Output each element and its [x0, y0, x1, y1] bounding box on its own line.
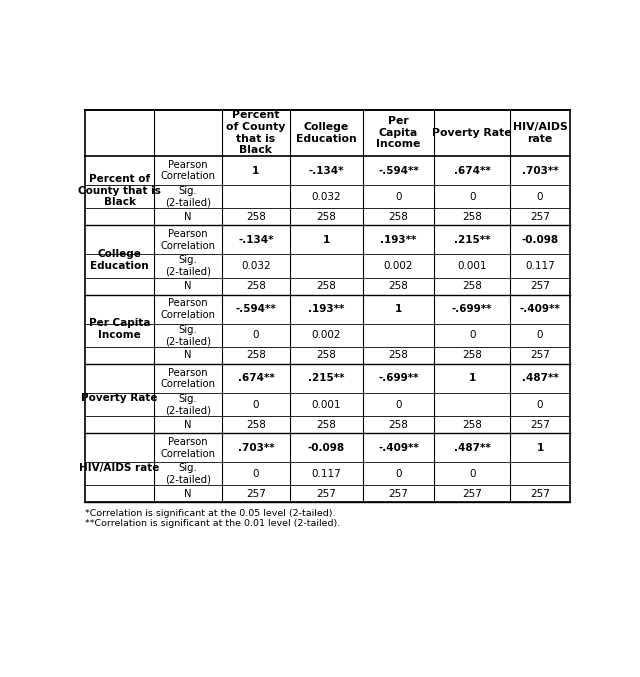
Text: .487**: .487**	[454, 443, 490, 453]
Text: Poverty Rate: Poverty Rate	[81, 393, 158, 403]
Text: HIV/AIDS
rate: HIV/AIDS rate	[513, 122, 567, 144]
Text: Pearson
Correlation: Pearson Correlation	[160, 299, 215, 320]
Text: *Correlation is significant at the 0.05 level (2-tailed).: *Correlation is significant at the 0.05 …	[85, 508, 336, 518]
Text: 258: 258	[388, 351, 408, 360]
Text: 0: 0	[537, 192, 543, 202]
Text: 0: 0	[537, 330, 543, 341]
Text: 257: 257	[530, 351, 550, 360]
Text: 257: 257	[317, 489, 337, 499]
Text: -.594**: -.594**	[378, 166, 419, 175]
Text: 0: 0	[469, 469, 476, 479]
Text: 1: 1	[252, 166, 260, 175]
Text: Per Capita
Income: Per Capita Income	[89, 318, 150, 340]
Text: N: N	[184, 351, 191, 360]
Text: College
Education: College Education	[90, 249, 149, 271]
Text: -.699**: -.699**	[378, 374, 419, 383]
Text: Sig.
(2-tailed): Sig. (2-tailed)	[164, 186, 211, 208]
Text: N: N	[184, 212, 191, 222]
Text: -.699**: -.699**	[452, 304, 492, 314]
Text: 0.001: 0.001	[458, 261, 487, 271]
Text: .674**: .674**	[454, 166, 490, 175]
Bar	[85, 110, 570, 502]
Text: 0: 0	[396, 192, 402, 202]
Text: 258: 258	[462, 281, 482, 291]
Text: Sig.
(2-tailed): Sig. (2-tailed)	[164, 463, 211, 485]
Text: 0.032: 0.032	[312, 192, 341, 202]
Text: 0: 0	[537, 399, 543, 410]
Text: .703**: .703**	[237, 443, 274, 453]
Text: 258: 258	[388, 420, 408, 430]
Text: .215**: .215**	[308, 374, 345, 383]
Text: 0: 0	[253, 469, 259, 479]
Text: -0.098: -0.098	[308, 443, 345, 453]
Text: 0.002: 0.002	[312, 330, 341, 341]
Text: -.409**: -.409**	[378, 443, 419, 453]
Text: 257: 257	[462, 489, 482, 499]
Text: 258: 258	[462, 212, 482, 222]
Text: .674**: .674**	[237, 374, 275, 383]
Text: Pearson
Correlation: Pearson Correlation	[160, 229, 215, 250]
Text: 1: 1	[395, 304, 402, 314]
Text: -.594**: -.594**	[236, 304, 276, 314]
Text: 257: 257	[530, 420, 550, 430]
Text: 257: 257	[246, 489, 266, 499]
Text: 0.117: 0.117	[525, 261, 555, 271]
Text: 257: 257	[530, 281, 550, 291]
Text: 1: 1	[536, 443, 543, 453]
Text: Sig.
(2-tailed): Sig. (2-tailed)	[164, 394, 211, 416]
Text: .193**: .193**	[308, 304, 344, 314]
Text: Pearson
Correlation: Pearson Correlation	[160, 437, 215, 458]
Text: .215**: .215**	[454, 235, 490, 245]
Text: 258: 258	[246, 212, 266, 222]
Text: .703**: .703**	[522, 166, 558, 175]
Text: Poverty Rate: Poverty Rate	[433, 128, 512, 138]
Text: 0.032: 0.032	[241, 261, 271, 271]
Text: -.134*: -.134*	[308, 166, 344, 175]
Text: Sig.
(2-tailed): Sig. (2-tailed)	[164, 324, 211, 346]
Text: Pearson
Correlation: Pearson Correlation	[160, 368, 215, 389]
Text: 258: 258	[246, 420, 266, 430]
Text: 258: 258	[317, 420, 337, 430]
Text: -.409**: -.409**	[520, 304, 561, 314]
Text: 0: 0	[253, 330, 259, 341]
Text: 258: 258	[388, 281, 408, 291]
Text: 0.002: 0.002	[384, 261, 413, 271]
Text: N: N	[184, 420, 191, 430]
Text: 258: 258	[462, 420, 482, 430]
Text: Percent
of County
that is
Black: Percent of County that is Black	[226, 110, 285, 155]
Text: -0.098: -0.098	[522, 235, 559, 245]
Text: .193**: .193**	[380, 235, 417, 245]
Text: Pearson
Correlation: Pearson Correlation	[160, 160, 215, 181]
Text: 258: 258	[317, 281, 337, 291]
Text: 257: 257	[530, 212, 550, 222]
Text: Percent of
County that is
Black: Percent of County that is Black	[78, 174, 161, 207]
Text: N: N	[184, 281, 191, 291]
Text: 257: 257	[530, 489, 550, 499]
Text: 1: 1	[468, 374, 476, 383]
Text: 257: 257	[388, 489, 408, 499]
Text: College
Education: College Education	[296, 122, 357, 144]
Text: Per
Capita
Income: Per Capita Income	[376, 116, 420, 150]
Text: -.134*: -.134*	[238, 235, 274, 245]
Text: 0: 0	[396, 399, 402, 410]
Text: HIV/AIDS rate: HIV/AIDS rate	[79, 463, 160, 473]
Text: .487**: .487**	[522, 374, 558, 383]
Text: N: N	[184, 489, 191, 499]
Text: 258: 258	[246, 281, 266, 291]
Text: 258: 258	[317, 351, 337, 360]
Text: **Correlation is significant at the 0.01 level (2-tailed).: **Correlation is significant at the 0.01…	[85, 519, 340, 527]
Text: 1: 1	[323, 235, 330, 245]
Text: 0: 0	[469, 330, 476, 341]
Text: 0: 0	[396, 469, 402, 479]
Text: Sig.
(2-tailed): Sig. (2-tailed)	[164, 255, 211, 277]
Text: 0.001: 0.001	[312, 399, 341, 410]
Text: 258: 258	[388, 212, 408, 222]
Text: 0: 0	[469, 192, 476, 202]
Text: 258: 258	[317, 212, 337, 222]
Text: 0.117: 0.117	[312, 469, 341, 479]
Text: 258: 258	[462, 351, 482, 360]
Text: 258: 258	[246, 351, 266, 360]
Text: 0: 0	[253, 399, 259, 410]
